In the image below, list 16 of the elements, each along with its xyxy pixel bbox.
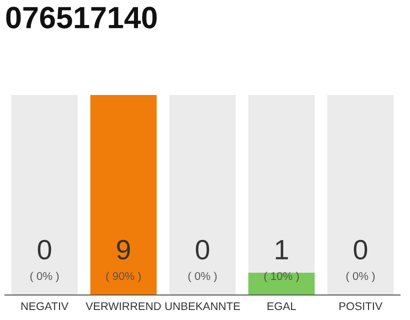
x-tick-label: NEGATIV — [21, 302, 68, 310]
data-label: ( 10% ) — [264, 272, 299, 282]
data-label: ( 0% ) — [188, 272, 217, 282]
annotation: 9 — [117, 240, 130, 260]
x-tick-label: EGAL — [268, 302, 296, 310]
chart-title: 076517140 — [6, 6, 157, 28]
x-tick-label: UNBEKANNTE — [165, 302, 240, 310]
x-tick-label: POSITIV — [339, 302, 382, 310]
data-label: ( 90% ) — [106, 272, 141, 282]
annotation: 0 — [354, 240, 368, 260]
annotation: 0 — [38, 240, 52, 260]
annotation: 1 — [276, 240, 288, 260]
data-label: ( 0% ) — [30, 272, 59, 282]
annotation: 0 — [196, 240, 210, 260]
data-label: ( 0% ) — [346, 272, 375, 282]
x-tick-label: VERWIRREND — [86, 302, 161, 310]
